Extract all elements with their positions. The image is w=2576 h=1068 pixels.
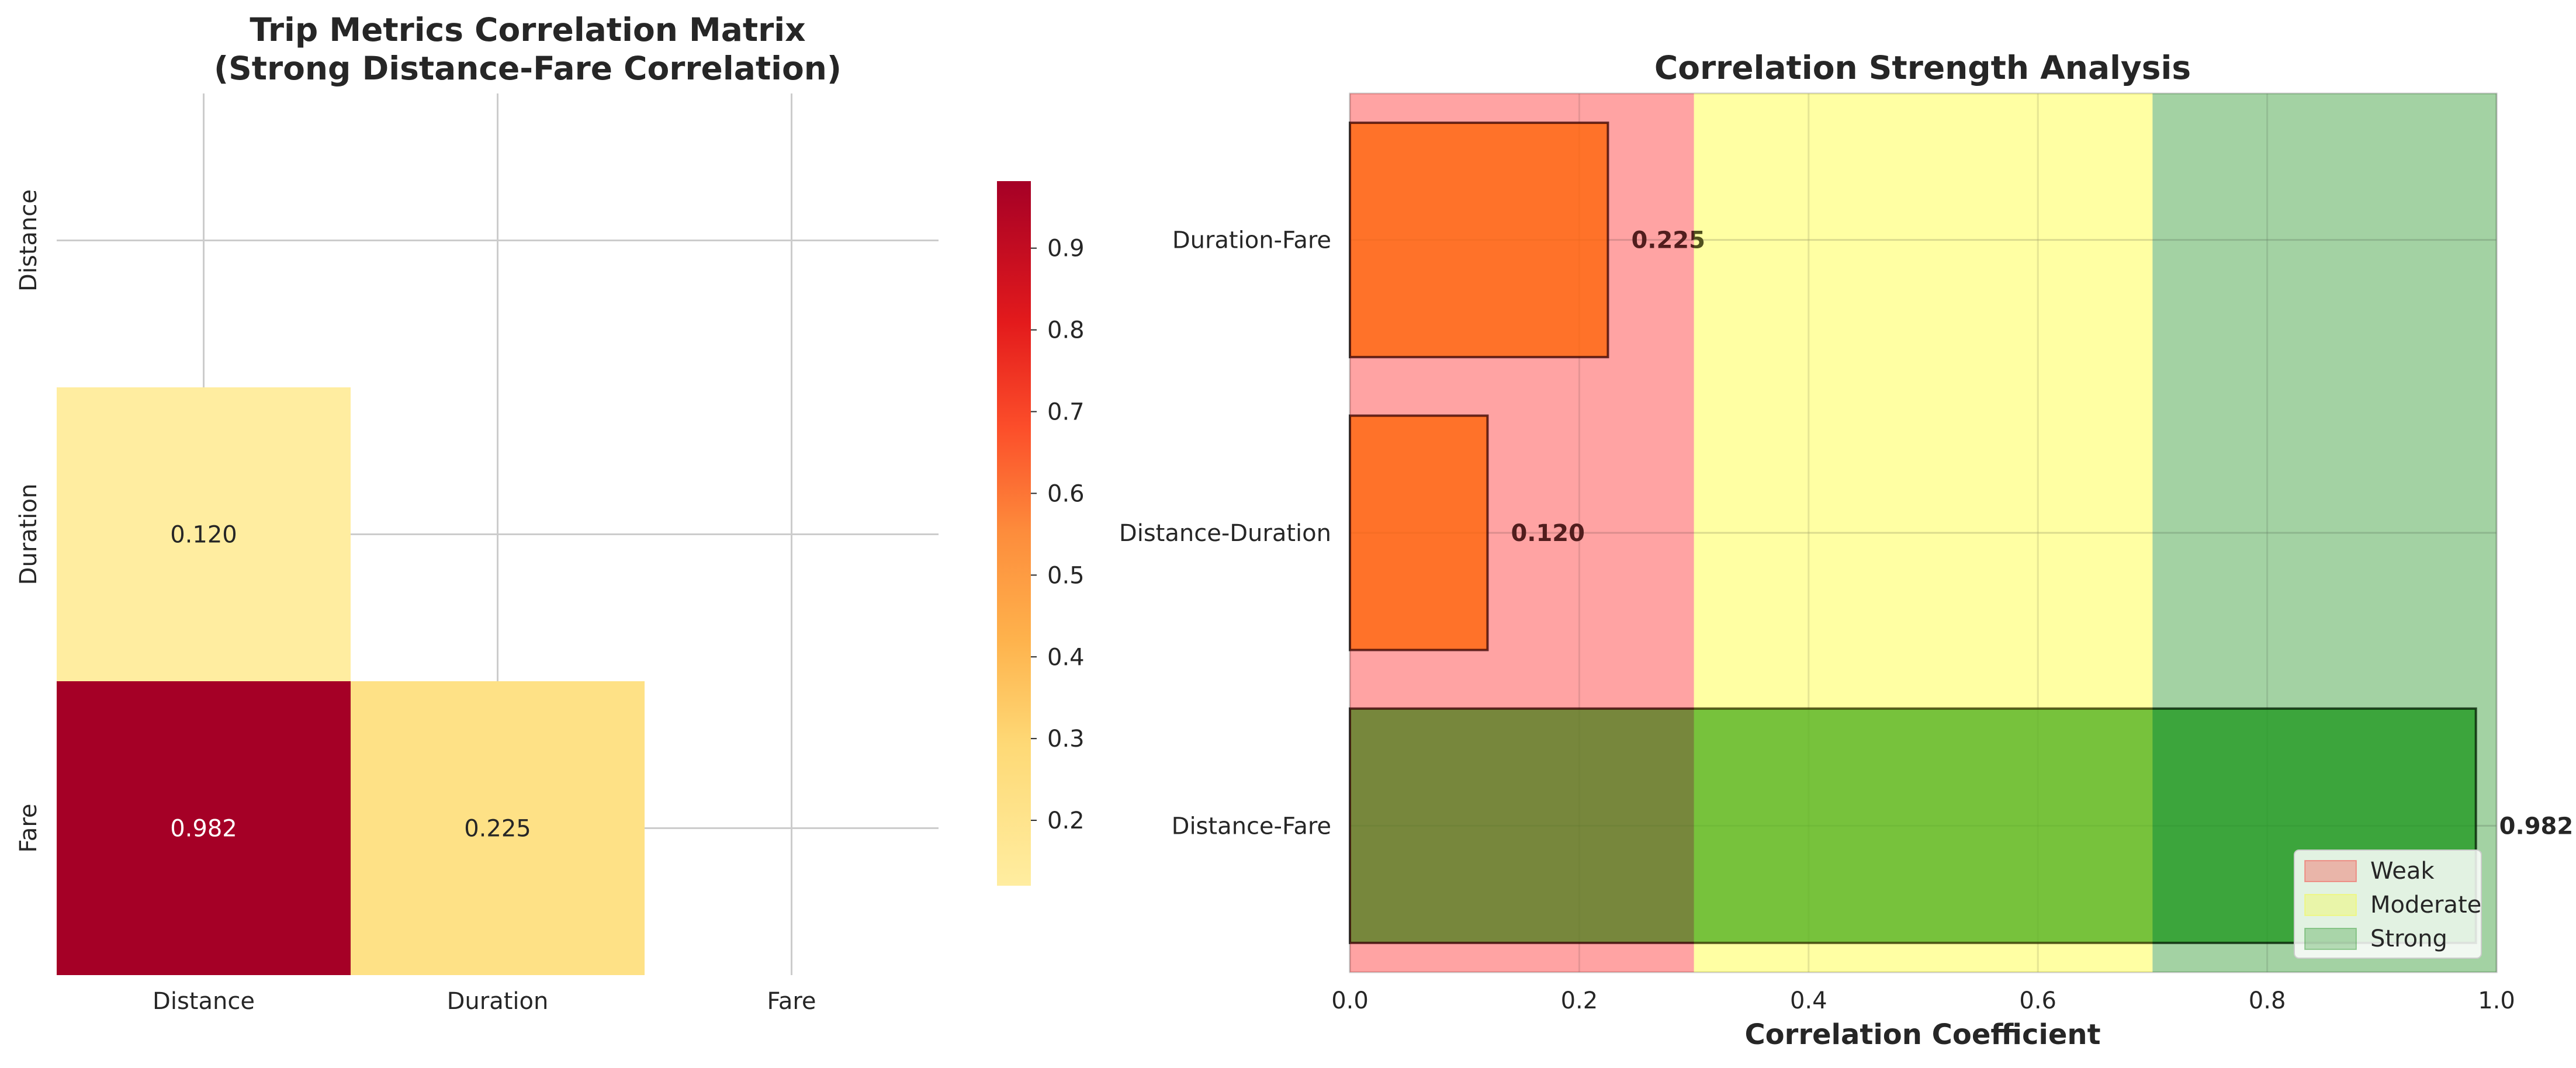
x-tick-label: 0.2 <box>1561 987 1598 1014</box>
x-tick-label: 0.0 <box>1331 987 1369 1014</box>
x-tick-label: 0.6 <box>2019 987 2056 1014</box>
heatmap-y-ticks: Distance Duration Fare <box>15 189 42 852</box>
heatmap-y-tick-fare: Fare <box>15 803 42 852</box>
x-tick-label: 1.0 <box>2478 987 2515 1014</box>
colorbar-tick-label: 0.8 <box>1047 317 1085 344</box>
heatmap-title-line1: Trip Metrics Correlation Matrix <box>250 11 805 48</box>
bar-value-label-duration-fare: 0.225 <box>1631 227 1705 254</box>
band-overlay-weak <box>1350 93 1694 972</box>
legend-label-strong: Strong <box>2370 925 2447 952</box>
heatmap-x-tick-fare: Fare <box>767 988 816 1015</box>
heatmap-cell-duration-distance <box>57 387 351 681</box>
legend-swatch-weak <box>2304 860 2357 882</box>
colorbar-tick-label: 0.4 <box>1047 644 1085 671</box>
colorbar-tick-label: 0.9 <box>1047 235 1085 262</box>
heatmap-title-line2: (Strong Distance-Fare Correlation) <box>214 50 842 87</box>
x-tick-label: 0.4 <box>1790 987 1827 1014</box>
correlation-strength-bar-chart: Correlation Strength Analysis 0.982 0.120… <box>1119 49 2573 1051</box>
bar-series: 0.982 0.120 0.225 <box>1349 122 2574 944</box>
colorbar: 0.2 0.3 0.4 0.5 0.6 0.7 0.8 0.9 <box>997 181 1085 886</box>
band-overlay <box>1350 93 2497 972</box>
bar-chart-title: Correlation Strength Analysis <box>1654 49 2191 86</box>
heatmap-cell-fare-duration <box>351 681 645 975</box>
heatmap-y-tick-duration: Duration <box>15 484 42 585</box>
heatmap-y-tick-distance: Distance <box>15 189 42 292</box>
bar-distance-fare <box>1349 707 2477 944</box>
x-axis-title: Correlation Coefficient <box>1744 1018 2100 1051</box>
heatmap-cell-label: 0.225 <box>464 816 531 842</box>
heatmap-cell-label: 0.120 <box>170 522 237 549</box>
colorbar-ticks: 0.2 0.3 0.4 0.5 0.6 0.7 0.8 0.9 <box>1031 235 1085 834</box>
legend-label-weak: Weak <box>2370 858 2435 885</box>
colorbar-tick-label: 0.2 <box>1047 807 1085 834</box>
band-overlay-moderate <box>1694 93 2153 972</box>
colorbar-tick-label: 0.3 <box>1047 726 1085 753</box>
legend-swatch-moderate <box>2304 894 2357 916</box>
heatmap-x-ticks: Distance Duration Fare <box>153 988 816 1015</box>
heatmap-x-tick-distance: Distance <box>153 988 255 1015</box>
legend-box <box>2294 849 2482 959</box>
colorbar-tick-label: 0.7 <box>1047 399 1085 426</box>
heatmap-cells: 0.120 0.982 0.225 <box>57 387 645 975</box>
heatmap-x-tick-duration: Duration <box>447 988 549 1015</box>
bar-value-label-distance-fare: 0.982 <box>2499 813 2574 840</box>
legend-label-moderate: Moderate <box>2370 892 2481 918</box>
legend-swatch-strong <box>2304 928 2357 950</box>
heatmap-cell-label: 0.982 <box>170 816 237 842</box>
bar-distance-duration <box>1349 414 1489 651</box>
colorbar-gradient <box>997 181 1031 886</box>
heatmap-cell-fare-distance <box>57 681 351 975</box>
colorbar-tick-label: 0.5 <box>1047 562 1085 589</box>
x-tick-label: 0.8 <box>2249 987 2286 1014</box>
y-tick-distance-fare: Distance-Fare <box>1172 813 1331 840</box>
legend: Weak Moderate Strong <box>2294 849 2482 959</box>
bar-chart-x-ticks: 0.0 0.2 0.4 0.6 0.8 1.0 <box>1331 987 2515 1014</box>
bar-chart-y-ticks: Distance-Fare Distance-Duration Duration-F… <box>1119 227 1331 840</box>
y-tick-duration-fare: Duration-Fare <box>1172 227 1331 254</box>
bar-duration-fare <box>1349 122 1609 359</box>
bar-value-label-distance-duration: 0.120 <box>1511 520 1585 547</box>
colorbar-tick-label: 0.6 <box>1047 480 1085 507</box>
y-tick-distance-duration: Distance-Duration <box>1119 520 1331 547</box>
band-overlay-strong <box>2152 93 2497 972</box>
correlation-heatmap: Trip Metrics Correlation Matrix (Strong … <box>15 11 1085 1015</box>
